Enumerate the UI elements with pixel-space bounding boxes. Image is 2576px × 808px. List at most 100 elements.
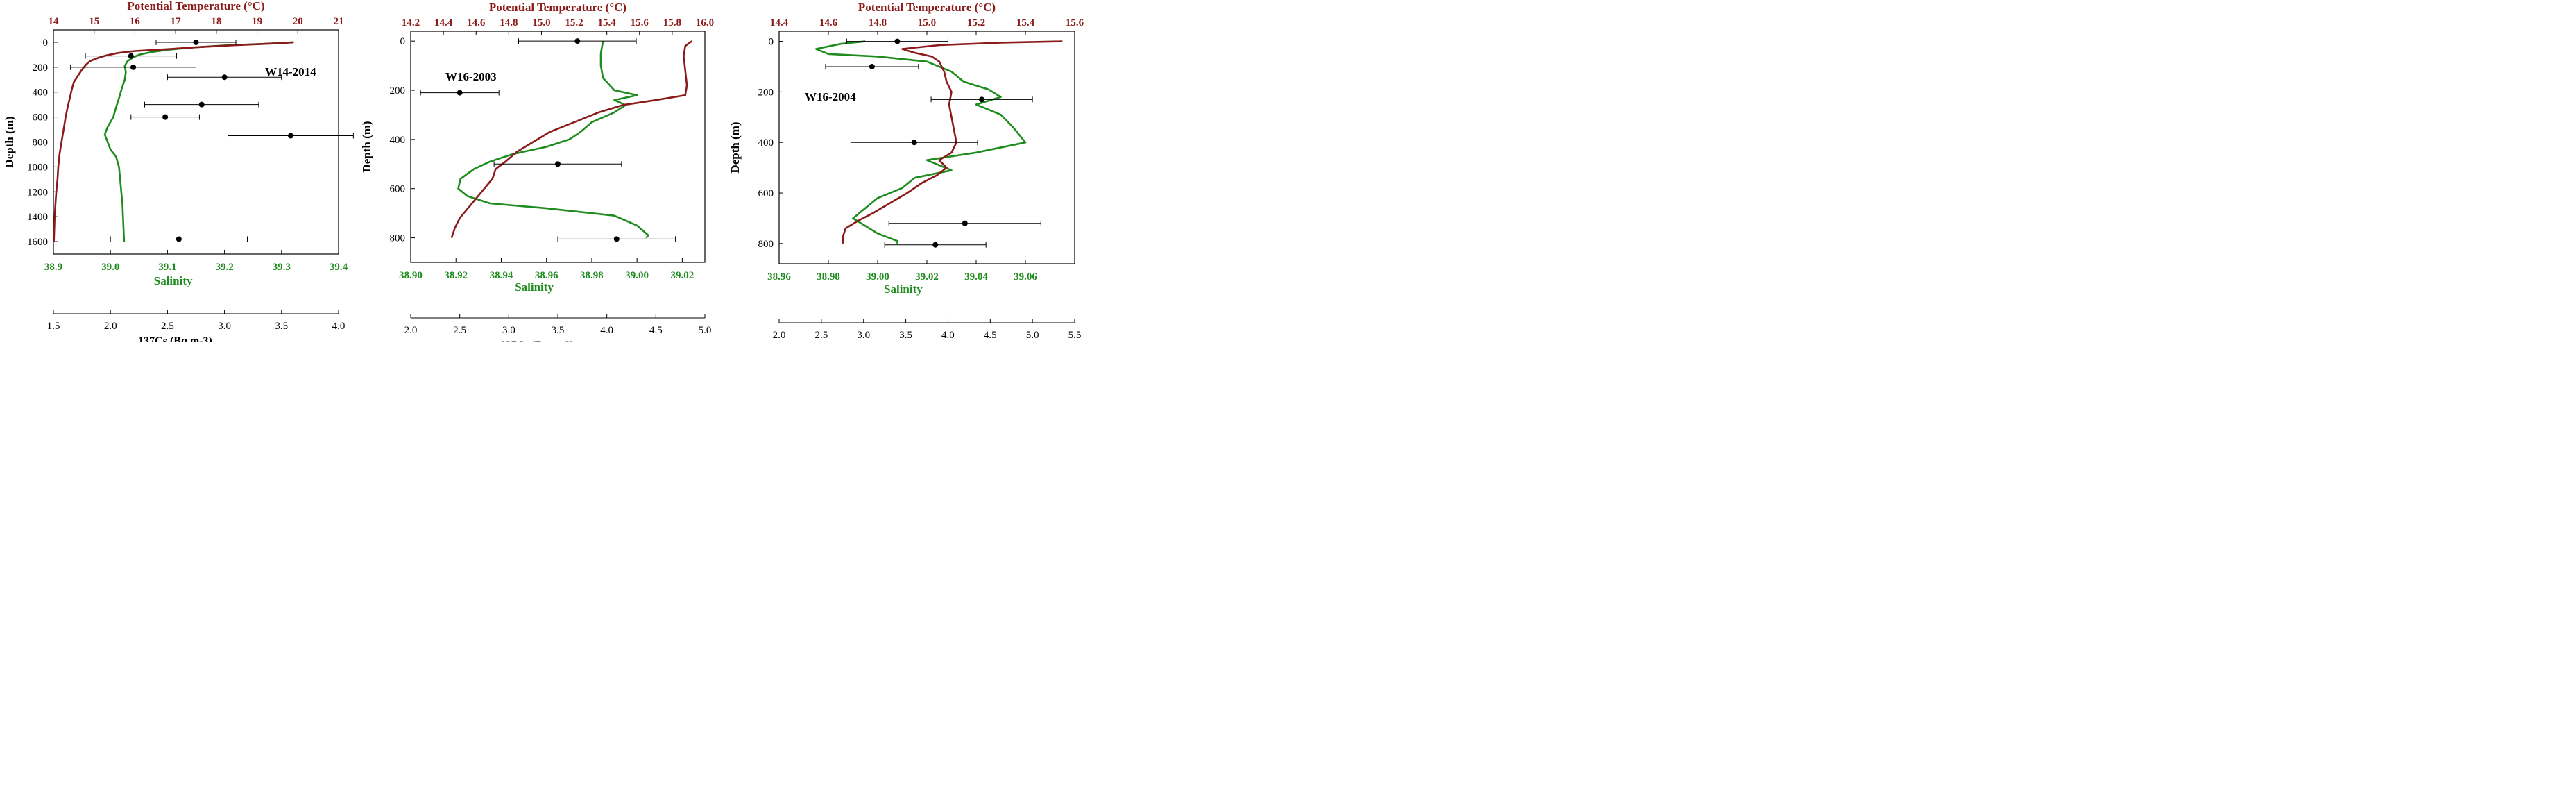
salinity-tick-label: 39.02 [915,271,939,283]
cesium-tick-label: 3.0 [857,330,870,341]
temperature-tick-label: 15 [89,16,99,27]
temperature-tick-label: 16.0 [696,17,714,28]
station-label: W14-2014 [265,65,316,78]
salinity-tick-label: 39.06 [1014,271,1037,283]
cesium-point-1 [846,38,948,44]
salinity-tick-label: 39.2 [215,262,233,273]
temperature-tick-label: 14.6 [819,17,838,28]
temperature-tick-label: 14.6 [467,17,486,28]
temperature-tick-label: 18 [211,16,221,27]
cesium-point-4 [167,74,282,81]
salinity-axis-label: Salinity [515,280,554,294]
depth-axis-label: Depth (m) [3,116,16,167]
cesium-tick-label: 3.0 [502,325,515,336]
depth-tick-label: 400 [33,87,49,99]
cesium-tick-label: 2.5 [814,330,828,341]
cesium-tick-label: 2.0 [404,325,418,336]
cesium-marker [932,242,939,248]
depth-axis-label: Depth (m) [728,121,742,173]
cesium-point-6 [884,242,987,248]
figure: 14 15 16 17 18 19 20 21 Potential Temperature (°… [3,0,1084,342]
depth-tick-label: 600 [33,112,49,124]
temperature-tick-label: 15.2 [967,17,985,28]
depth-tick-label: 800 [390,233,406,244]
cesium-axis-label: 137Cs (Bq m-3) [500,339,574,342]
temperature-tick-label: 16 [130,16,141,27]
cesium-point-2 [825,63,919,69]
temperature-tick-label: 15.0 [532,17,550,28]
depth-tick-label: 800 [758,239,774,250]
depth-tick-label: 600 [758,188,774,199]
cesium-point-5 [888,220,1041,226]
temperature-tick-label: 17 [171,16,182,27]
salinity-tick-label: 39.1 [158,262,176,273]
depth-tick-label: 0 [43,37,49,49]
cesium-tick-label: 2.5 [453,325,466,336]
depth-tick-label: 200 [390,85,406,96]
temperature-tick-label: 19 [252,16,262,27]
cesium-point-4 [850,140,978,146]
cesium-tick-label: 4.5 [984,330,997,341]
depth-tick-label: 1200 [27,187,48,198]
cesium-point-3 [493,161,622,167]
cesium-marker [613,236,620,242]
temperature-tick-label: 15.6 [631,17,649,28]
cesium-tick-label: 2.5 [161,321,174,332]
cesium-tick-label: 3.0 [218,321,231,332]
chart-panel-2: 14.2 14.4 14.6 14.8 15.0 15.2 15.4 15.6 15.8 16.0… [360,1,714,342]
chart-panel-1: 14 15 16 17 18 19 20 21 Potential Temperature (°… [3,0,354,342]
temperature-tick-label: 14.4 [434,17,453,28]
salinity-tick-label: 38.90 [399,270,423,281]
temperature-tick-label: 15.6 [1066,17,1084,28]
depth-tick-label: 400 [390,135,406,146]
cesium-point-2 [85,53,178,59]
salinity-tick-label: 39.00 [625,270,649,281]
temperature-profile-line [450,40,692,239]
cesium-marker [221,74,228,81]
cesium-point-3 [70,64,196,70]
depth-tick-label: 400 [758,137,774,149]
temperature-tick-label: 14.4 [770,17,789,28]
cesium-marker [198,101,205,108]
salinity-tick-label: 38.98 [817,271,840,283]
cesium-tick-label: 4.0 [332,321,346,332]
salinity-axis-label: Salinity [884,283,923,296]
temperature-tick-label: 15.8 [663,17,681,28]
cesium-tick-label: 3.5 [899,330,912,341]
cesium-point-2 [420,90,500,96]
cesium-tick-label: 3.5 [275,321,288,332]
salinity-axis-label: Salinity [154,274,193,287]
depth-tick-label: 200 [758,87,774,98]
cesium-axis-label: 137Cs (Bq m-3) [138,335,212,342]
cesium-marker [574,38,581,44]
plot-frame [410,31,706,263]
temperature-axis-label: Potential Temperature (°C) [858,1,996,14]
cesium-tick-label: 4.0 [600,325,613,336]
temperature-tick-label: 20 [293,16,303,27]
depth-tick-label: 200 [33,62,49,74]
cesium-point-6 [130,114,200,120]
cesium-marker [193,39,199,45]
temperature-axis-label: Potential Temperature (°C) [489,1,626,14]
depth-tick-label: 0 [400,36,406,47]
cesium-marker [162,114,169,120]
cesium-point-1 [518,38,637,44]
station-label: W16-2003 [445,70,497,83]
cesium-marker [128,53,134,59]
depth-tick-label: 1400 [27,212,48,223]
temperature-tick-label: 14.8 [500,17,518,28]
salinity-tick-label: 39.04 [964,271,988,283]
cesium-marker [287,133,293,139]
plot-frame [778,31,1075,264]
salinity-tick-label: 38.96 [535,270,558,281]
temperature-profile-line [842,40,1063,244]
depth-axis-label: Depth (m) [360,121,373,172]
salinity-tick-label: 39.4 [330,262,348,273]
cesium-tick-label: 4.0 [941,330,955,341]
salinity-tick-label: 38.98 [580,270,604,281]
temperature-tick-label: 14.2 [402,17,420,28]
salinity-tick-label: 38.94 [490,270,513,281]
cesium-tick-label: 1.5 [47,321,60,332]
temperature-tick-label: 15.4 [1016,17,1035,28]
cesium-tick-label: 5.5 [1068,330,1082,341]
